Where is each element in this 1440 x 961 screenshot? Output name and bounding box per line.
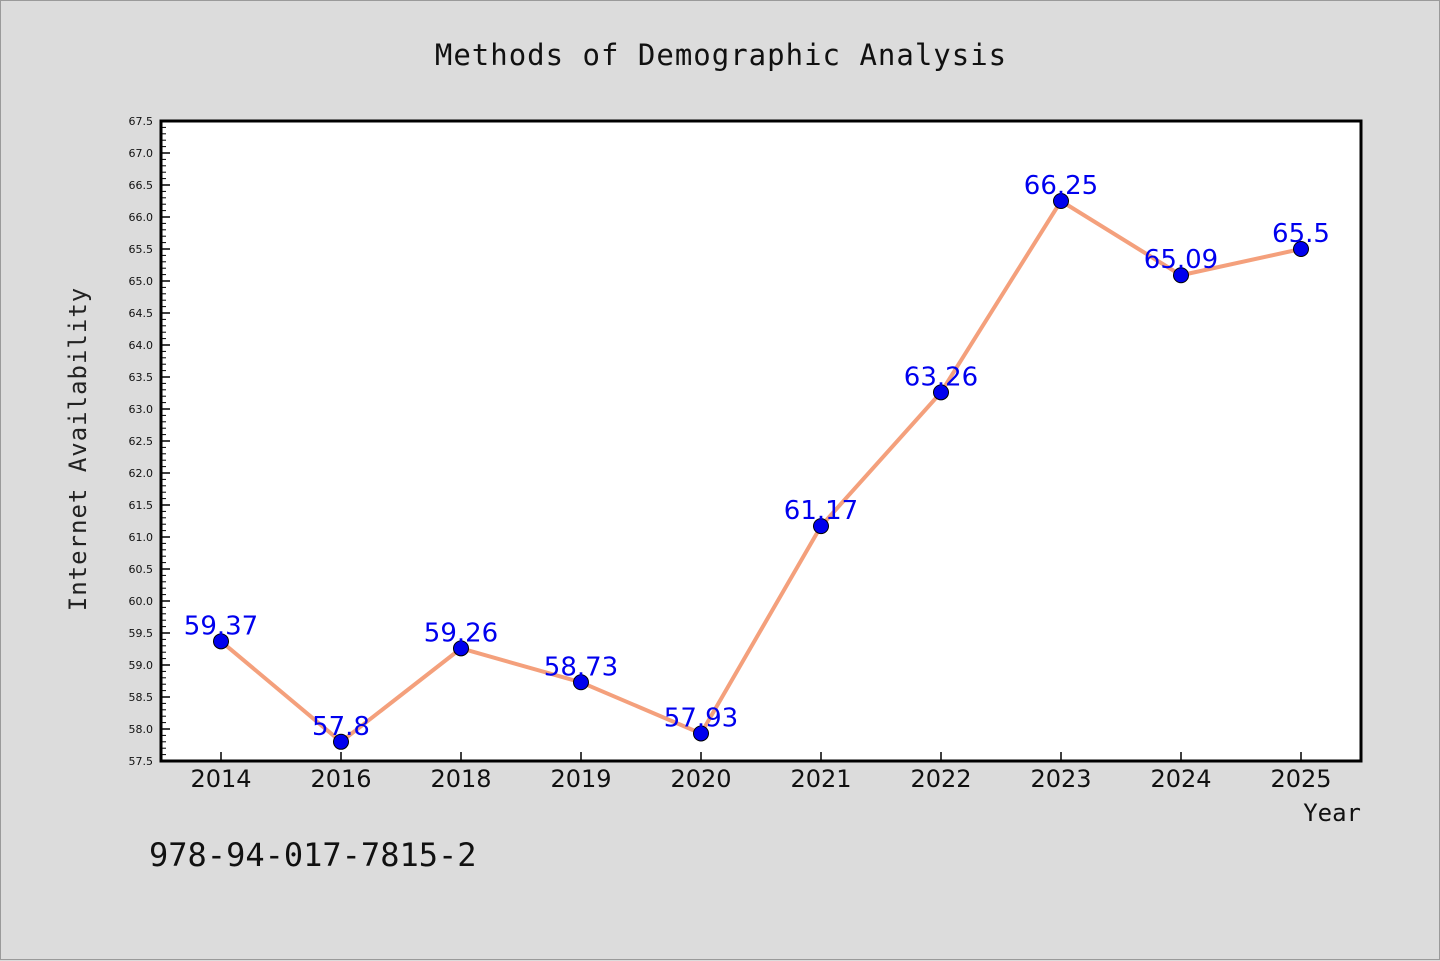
- y-axis-ticks: [161, 120, 170, 762]
- data-label: 66.25: [1024, 171, 1098, 201]
- y-tick-label: 65.0: [129, 275, 154, 288]
- data-label: 59.26: [424, 618, 498, 648]
- data-point: [453, 640, 469, 657]
- x-tick-label: 2018: [430, 765, 491, 793]
- x-tick-label: 2024: [1150, 765, 1211, 793]
- y-axis-minor-ticks: [161, 126, 166, 756]
- data-label: 65.09: [1144, 245, 1218, 275]
- data-point: [813, 518, 829, 535]
- data-point: [933, 384, 949, 401]
- chart-title: Methods of Demographic Analysis: [435, 38, 1007, 72]
- series-data-labels-group: 59.37 57.8 59.26 58.73 57.93 61.17 63.26 66.25 6…: [184, 171, 1330, 742]
- data-point: [693, 725, 709, 742]
- x-tick-label: 2016: [310, 765, 371, 793]
- data-point: [1293, 241, 1309, 257]
- y-tick-label: 66.0: [129, 211, 154, 224]
- y-tick-label: 63.0: [129, 403, 154, 416]
- y-tick-label: 60.5: [129, 563, 154, 576]
- y-tick-label: 58.0: [129, 723, 154, 736]
- y-tick-label: 61.0: [129, 531, 154, 544]
- data-label: 57.8: [312, 712, 370, 742]
- x-tick-label: 2021: [790, 765, 851, 793]
- series-line-group: [219, 199, 1302, 744]
- y-tick-label: 59.0: [129, 659, 154, 672]
- y-tick-label: 62.0: [129, 467, 154, 480]
- y-tick-label: 61.5: [129, 499, 154, 512]
- data-label: 65.5: [1272, 219, 1330, 249]
- x-axis-ticks: [220, 752, 1302, 761]
- y-tick-label: 64.0: [129, 339, 154, 352]
- y-tick-label: 64.5: [129, 307, 154, 320]
- y-tick-label: 66.5: [129, 179, 154, 192]
- data-label: 61.17: [784, 496, 858, 526]
- x-axis-tick-labels: 2014 2016 2018 2019 2020 2021 2022 2023 2024 2025: [190, 765, 1331, 793]
- x-tick-label: 2023: [1030, 765, 1091, 793]
- y-tick-label: 57.5: [129, 755, 154, 768]
- series-markers-group: [213, 193, 1309, 750]
- y-tick-label: 60.0: [129, 595, 154, 608]
- data-label: 63.26: [904, 362, 978, 392]
- plot-area: [159, 119, 1363, 763]
- data-label: 59.37: [184, 611, 258, 641]
- data-point: [1173, 267, 1189, 284]
- x-tick-label: 2025: [1270, 765, 1331, 793]
- x-tick-label: 2014: [190, 765, 251, 793]
- y-tick-label: 67.5: [129, 115, 154, 128]
- y-axis-tick-labels: 57.5 58.0 58.5 59.0 59.5 60.0 60.5 61.0 61.5 62.0…: [129, 115, 154, 768]
- series-line: [219, 199, 1302, 744]
- x-tick-label: 2022: [910, 765, 971, 793]
- data-point: [573, 674, 589, 691]
- y-tick-label: 63.5: [129, 371, 154, 384]
- y-axis-label: Internet Availability: [64, 287, 92, 611]
- x-axis-label: Year: [1303, 799, 1361, 827]
- y-tick-label: 65.5: [129, 243, 154, 256]
- x-tick-label: 2019: [550, 765, 611, 793]
- x-tick-label: 2020: [670, 765, 731, 793]
- isbn-text: 978-94-017-7815-2: [149, 836, 477, 874]
- data-point: [1053, 193, 1069, 209]
- y-tick-label: 67.0: [129, 147, 154, 160]
- y-tick-label: 58.5: [129, 691, 154, 704]
- data-label: 58.73: [544, 652, 618, 682]
- y-tick-label: 62.5: [129, 435, 154, 448]
- data-label: 57.93: [664, 703, 738, 733]
- data-point: [333, 733, 349, 750]
- y-tick-label: 59.5: [129, 627, 154, 640]
- data-point: [213, 633, 229, 650]
